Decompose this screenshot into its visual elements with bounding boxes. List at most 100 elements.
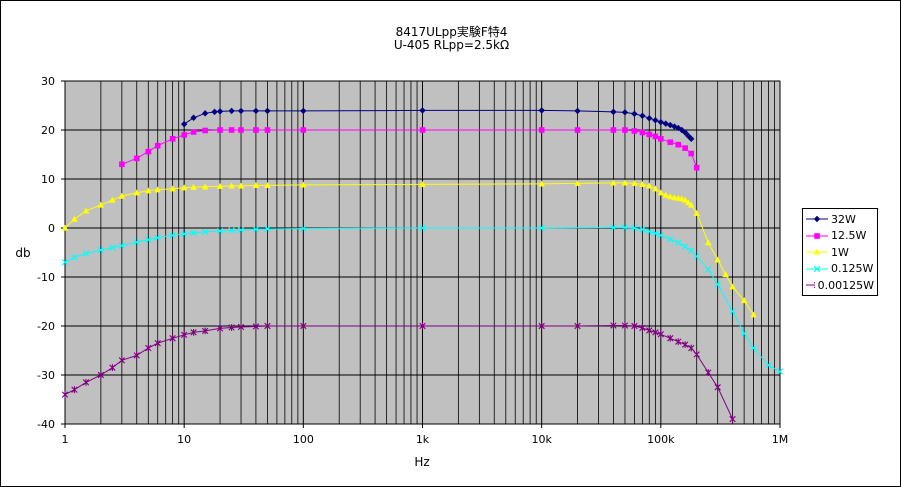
data-point (264, 181, 271, 188)
data-point (693, 209, 701, 216)
x-tick-label: 1k (416, 433, 430, 446)
data-point (639, 180, 646, 187)
legend-item: 0.00125W (806, 277, 874, 294)
data-point (97, 246, 105, 254)
x-tick-label: 10k (531, 433, 552, 446)
data-point (688, 135, 695, 143)
data-point (675, 141, 682, 148)
data-point (671, 123, 678, 130)
y-tick-label: 10 (41, 173, 55, 186)
data-point (657, 232, 665, 239)
data-point (201, 183, 209, 190)
y-tick-label: -30 (37, 369, 55, 382)
data-point (154, 142, 161, 149)
data-point (133, 238, 140, 246)
y-tick-label: 20 (41, 124, 55, 137)
series-3 (61, 224, 784, 375)
data-point (631, 110, 638, 118)
data-point (538, 180, 545, 187)
data-point (814, 232, 820, 239)
data-point (639, 112, 646, 119)
legend-swatch (806, 216, 828, 223)
data-point (675, 338, 682, 346)
data-point (154, 186, 162, 193)
data-point (729, 283, 736, 290)
y-tick-label: -40 (37, 418, 55, 431)
data-point (216, 108, 224, 115)
legend-label: 1W (831, 245, 849, 259)
data-point (109, 364, 116, 372)
series-0 (180, 107, 695, 143)
data-point (217, 127, 223, 133)
data-point (144, 187, 152, 194)
data-point (300, 107, 307, 115)
data-point (687, 201, 695, 208)
series-4 (61, 322, 736, 423)
legend-label: 12.5W (831, 229, 867, 243)
data-point (639, 324, 646, 332)
data-point (681, 243, 689, 250)
data-point (264, 127, 271, 133)
data-point (145, 236, 152, 243)
data-point (97, 201, 105, 208)
data-point (657, 118, 665, 126)
x-tick-label: 10 (177, 433, 191, 446)
data-point (538, 224, 545, 232)
data-point (639, 129, 646, 136)
data-point (657, 330, 665, 338)
data-point (61, 224, 69, 231)
data-point (750, 344, 757, 352)
data-point (169, 136, 176, 142)
data-point (169, 334, 176, 342)
data-point (300, 322, 307, 330)
data-point (190, 183, 197, 190)
data-point (639, 226, 646, 233)
legend-swatch (806, 232, 828, 239)
data-point (264, 225, 271, 233)
data-point (652, 185, 659, 192)
data-point (419, 322, 426, 330)
data-point (228, 182, 235, 189)
data-point (216, 325, 224, 332)
data-point (740, 297, 748, 304)
data-point (190, 129, 197, 135)
data-point (688, 344, 695, 352)
data-point (228, 227, 235, 234)
data-point (71, 254, 78, 261)
data-point (622, 127, 628, 133)
data-point (190, 114, 197, 121)
data-point (97, 371, 105, 379)
data-point (722, 271, 729, 278)
legend-label: 0.00125W (817, 278, 874, 292)
data-point (681, 196, 689, 203)
data-point (675, 239, 682, 246)
data-point (145, 344, 152, 352)
data-point (300, 225, 307, 232)
data-point (574, 180, 581, 187)
data-point (631, 322, 638, 330)
data-point (631, 180, 638, 187)
data-point (610, 127, 617, 133)
y-tick-label: 0 (48, 222, 55, 235)
data-point (538, 127, 545, 133)
data-point (678, 195, 686, 202)
data-point (201, 228, 209, 236)
data-point (300, 127, 307, 133)
data-point (211, 108, 218, 116)
data-point (621, 224, 629, 231)
data-point (693, 351, 700, 358)
data-point (646, 228, 653, 235)
legend-label: 0.125W (831, 262, 874, 276)
series-layer (61, 107, 784, 423)
data-point (238, 127, 244, 133)
data-point (133, 189, 141, 196)
y-tick-label: 30 (41, 75, 55, 88)
data-point (662, 191, 670, 198)
data-point (705, 266, 712, 273)
data-point (658, 136, 664, 142)
data-point (169, 232, 176, 239)
data-point (82, 207, 90, 214)
data-point (180, 120, 188, 128)
series-2 (61, 179, 757, 318)
